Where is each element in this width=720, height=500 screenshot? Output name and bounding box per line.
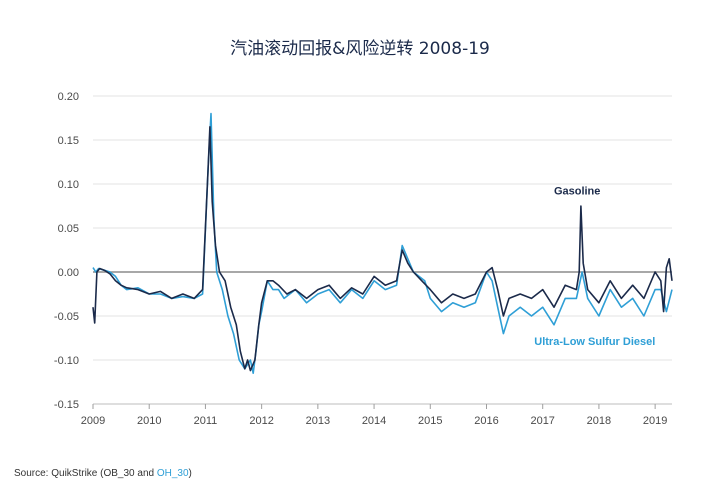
y-tick-label: 0.15 <box>58 135 79 147</box>
x-tick-label: 2019 <box>643 415 667 427</box>
series-lines <box>92 112 673 375</box>
gridlines <box>93 95 672 405</box>
y-tick-label: -0.10 <box>54 355 79 367</box>
chart-title: 汽油滚动回报&风险逆转 2008-19 <box>230 39 490 59</box>
x-tick-label: 2016 <box>474 415 498 427</box>
series-line-ultra-low-sulfur-diesel <box>92 112 673 375</box>
x-tick-label: 2018 <box>587 415 611 427</box>
source-prefix: Source: QuikStrike (OB_30 and <box>14 468 157 479</box>
x-tick-label: 2015 <box>418 415 442 427</box>
series-annotations: Gasoline Ultra-Low Sulfur Diesel <box>534 186 655 348</box>
source-highlight: OH_30 <box>156 468 189 479</box>
x-tick-label: 2013 <box>306 415 330 427</box>
x-tick-label: 2010 <box>137 415 161 427</box>
annotation-ultra-low-sulfur-diesel: Ultra-Low Sulfur Diesel <box>534 336 655 348</box>
y-tick-label: -0.05 <box>54 311 79 323</box>
x-tick-label: 2012 <box>249 415 273 427</box>
x-tick-label: 2017 <box>530 415 554 427</box>
y-tick-label: -0.15 <box>54 399 79 411</box>
y-tick-label: 0.05 <box>58 223 79 235</box>
source-suffix: ) <box>188 468 192 479</box>
x-axis-ticks: 2009 2010 2011 2012 2013 2014 2015 2016 2017 2018… <box>81 404 667 427</box>
x-tick-label: 2009 <box>81 415 105 427</box>
x-tick-label: 2014 <box>362 415 386 427</box>
series-line-gasoline <box>92 126 673 372</box>
y-tick-label: 0.20 <box>58 91 79 103</box>
y-tick-label: 0.00 <box>58 267 79 279</box>
x-tick-label: 2011 <box>194 415 218 427</box>
source-note: Source: QuikStrike (OB_30 and OH_30) <box>14 468 192 479</box>
y-tick-label: 0.10 <box>58 179 79 191</box>
annotation-gasoline: Gasoline <box>554 186 600 198</box>
y-axis-ticks: 0.20 0.15 0.10 0.05 0.00 -0.05 -0.10 -0.15 <box>54 91 79 411</box>
